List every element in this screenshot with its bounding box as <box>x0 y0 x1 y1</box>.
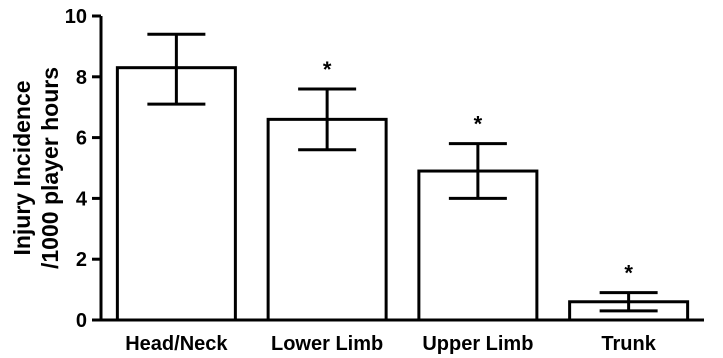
y-tick-label-4: 4 <box>76 188 88 210</box>
x-tick-label-2: Lower Limb <box>271 333 383 355</box>
bar-2 <box>266 117 388 322</box>
y-axis-label-line-2: /1000 player hours <box>37 67 63 269</box>
y-tick-label-6: 6 <box>76 128 87 150</box>
x-tick-label-3: Upper Limb <box>422 333 533 355</box>
significance-marker-3: * <box>474 112 483 137</box>
y-axis: 0 2 4 6 8 10 <box>65 6 103 332</box>
significance-markers-group: * * * <box>323 57 634 286</box>
y-tick-label-10: 10 <box>65 6 87 28</box>
y-axis-label-line-1: Injury Incidence <box>9 80 35 255</box>
significance-marker-4: * <box>624 261 633 286</box>
x-axis: Head/Neck Lower Limb Upper Limb Trunk <box>100 318 704 355</box>
bar-1 <box>115 66 237 322</box>
y-axis-label: Injury Incidence /1000 player hours <box>9 67 63 269</box>
error-bars-group <box>147 32 658 313</box>
y-tick-label-8: 8 <box>76 67 87 89</box>
x-tick-label-4: Trunk <box>601 333 656 355</box>
y-tick-label-2: 2 <box>76 249 87 271</box>
y-tick-label-0: 0 <box>76 310 87 332</box>
significance-marker-2: * <box>323 57 332 82</box>
x-tick-label-1: Head/Neck <box>125 333 228 355</box>
